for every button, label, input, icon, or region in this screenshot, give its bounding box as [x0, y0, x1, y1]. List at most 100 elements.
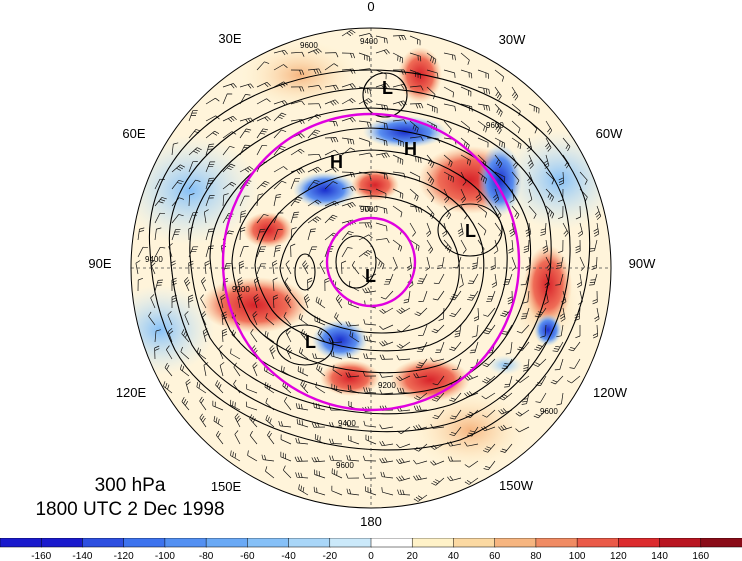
wind-barb	[295, 403, 309, 411]
wind-barb	[379, 372, 394, 378]
wind-barb	[171, 294, 177, 308]
wind-barb	[199, 413, 207, 428]
colorbar-box	[288, 538, 331, 548]
wind-barb	[511, 205, 520, 220]
wind-barb	[380, 471, 394, 479]
wind-barb	[273, 194, 282, 207]
wind-barb	[230, 450, 241, 462]
wind-barb	[556, 324, 564, 338]
wind-barb	[298, 313, 309, 326]
wind-barb	[184, 311, 190, 326]
wind-barb	[272, 260, 278, 275]
wind-barb	[483, 307, 496, 317]
lon-label-30w: 30W	[499, 32, 526, 47]
wind-barb	[363, 353, 377, 360]
wind-barb	[324, 63, 339, 71]
wind-barb	[459, 273, 464, 288]
wind-barb	[290, 51, 305, 57]
lon-label-150e: 150E	[211, 479, 242, 494]
wind-barb	[341, 68, 356, 74]
wind-barb	[460, 188, 466, 203]
wind-barb	[331, 468, 343, 479]
wind-barb	[341, 137, 355, 145]
wind-barb	[545, 171, 555, 185]
wind-barb	[432, 375, 445, 386]
wind-barb	[498, 424, 513, 431]
wind-barb	[317, 329, 326, 343]
colorbar-box	[453, 538, 496, 548]
wind-barb	[273, 229, 283, 241]
wind-barb	[396, 458, 411, 464]
wind-barb	[494, 103, 503, 117]
wind-barb	[414, 307, 428, 317]
wind-barb	[477, 205, 488, 218]
contour-label: 9600	[486, 121, 504, 130]
wind-barb	[300, 380, 309, 394]
wind-barb	[341, 185, 356, 192]
colorbar-box	[618, 538, 661, 548]
wind-barb	[188, 110, 198, 122]
wind-barb	[426, 222, 432, 237]
lon-label-120e: 120E	[116, 385, 147, 400]
contour-label: 9600	[300, 41, 318, 50]
map-title-block: 300 hPa 1800 UTC 2 Dec 1998	[14, 474, 246, 522]
wind-barb	[383, 273, 394, 285]
wind-barb	[230, 348, 241, 360]
lon-label-150w: 150W	[499, 478, 534, 493]
wind-barb	[527, 188, 533, 203]
low-center-label: L	[365, 266, 376, 286]
wind-barb	[507, 290, 513, 305]
wind-barb	[315, 296, 326, 309]
wind-barb	[413, 494, 428, 502]
wind-barb	[246, 384, 258, 394]
wind-barb	[346, 488, 360, 496]
wind-barb	[284, 396, 292, 411]
wind-barb	[154, 345, 160, 360]
wind-barb	[237, 277, 244, 292]
wind-barb	[213, 415, 224, 428]
wind-barb	[594, 307, 600, 322]
wind-barb	[443, 86, 454, 98]
wind-barb	[558, 171, 565, 186]
wind-barb	[167, 311, 173, 326]
wind-barb	[205, 228, 214, 241]
wind-barb	[154, 197, 167, 207]
contour-label-group: 9600 9400 9000 9200 9600 9400 9200 9600 …	[145, 37, 558, 470]
wind-barb	[481, 392, 496, 400]
wind-barb	[298, 484, 309, 496]
wind-barb	[447, 456, 462, 462]
wind-barb	[533, 358, 547, 367]
lon-label-90w: 90W	[629, 256, 656, 271]
wind-barb	[319, 260, 326, 275]
wind-barb	[500, 443, 513, 453]
wind-barb	[460, 239, 467, 254]
colorbar-box	[247, 538, 290, 548]
wind-barb	[269, 345, 276, 360]
wind-barb	[540, 324, 547, 338]
wind-barb	[247, 450, 258, 462]
wind-barb	[313, 486, 326, 496]
wind-barb	[575, 239, 581, 254]
wind-barb	[409, 222, 416, 237]
wind-barb	[265, 414, 275, 428]
wind-barb	[409, 239, 420, 251]
wind-barb	[379, 340, 394, 347]
wind-barb	[233, 379, 241, 394]
wind-barb	[381, 487, 394, 496]
wind-barb	[295, 472, 309, 479]
wind-barb	[273, 129, 287, 139]
colorbar-tick-label: 80	[530, 551, 542, 561]
wind-barb	[431, 477, 445, 486]
wind-barb	[545, 120, 553, 135]
wind-barb	[431, 392, 445, 402]
wind-barb	[501, 324, 513, 335]
wind-barb	[403, 290, 411, 304]
wind-barb	[221, 311, 228, 326]
wind-barb	[252, 311, 258, 326]
wind-barb	[307, 153, 322, 159]
wind-barb	[171, 164, 185, 173]
wind-barb	[499, 392, 513, 401]
wind-barb	[449, 392, 462, 402]
polar-stereographic-map: 9600 9400 9000 9200 9600 9400 9200 9600 …	[88, 0, 656, 529]
wind-barb	[331, 485, 343, 496]
